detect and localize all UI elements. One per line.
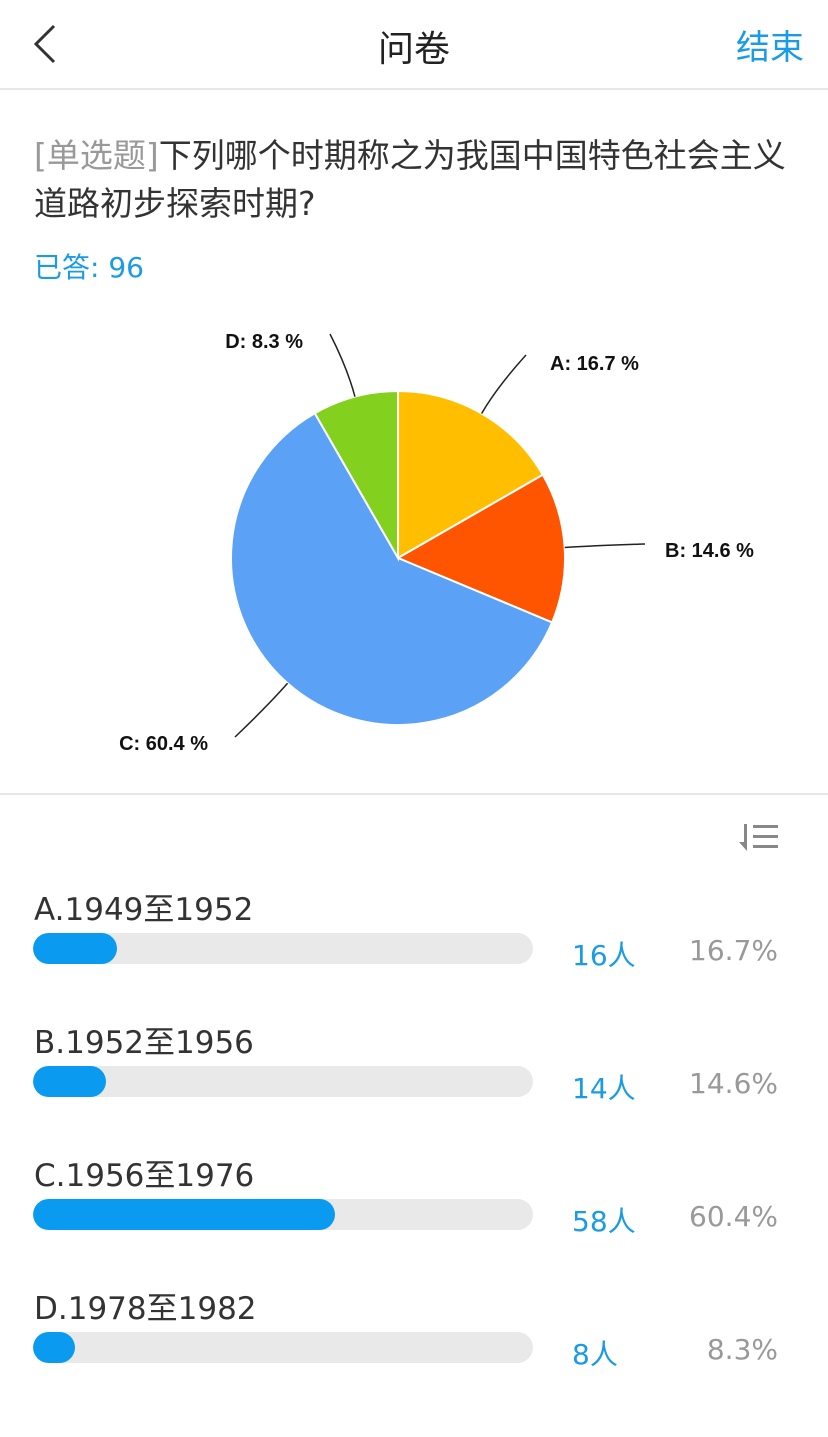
option-row: B.1952至1956 14人 14.6% [0, 1017, 828, 1137]
end-button[interactable]: 结束 [736, 28, 804, 68]
option-percent: 8.3% [706, 1333, 778, 1366]
pie-label: B: 14.6 % [665, 540, 754, 562]
pie-leader-line [481, 354, 527, 414]
pie-label: C: 60.4 % [119, 733, 208, 755]
pie-chart: A: 16.7 % B: 14.6 % C: 60.4 % D: 8.3 % [119, 331, 754, 755]
option-percent: 16.7% [689, 934, 778, 967]
sort-list-icon[interactable] [738, 822, 780, 852]
answered-count: 已答: 96 [34, 251, 144, 284]
nav-bar: 问卷 结束 [0, 0, 828, 90]
progress-track [33, 933, 533, 964]
chevron-left-icon[interactable] [30, 22, 70, 66]
pie-label: D: 8.3 % [225, 331, 303, 353]
pie-label: A: 16.7 % [550, 353, 639, 375]
progress-fill [33, 1199, 335, 1230]
question-title: 下列哪个时期称之为我国中国特色社会主义道路初步探索时期? [34, 136, 786, 223]
option-row: C.1956至1976 58人 60.4% [0, 1150, 828, 1270]
pie-leader-line [329, 333, 356, 397]
page-title: 问卷 [377, 29, 450, 70]
option-row: A.1949至1952 16人 16.7% [0, 884, 828, 1004]
option-percent: 60.4% [689, 1200, 778, 1233]
progress-track [33, 1332, 533, 1363]
pie-slice [397, 389, 545, 560]
option-row: D.1978至1982 8人 8.3% [0, 1283, 828, 1403]
option-count: 8人 [572, 1338, 618, 1371]
option-count: 16人 [572, 939, 636, 972]
option-label: D.1978至1982 [34, 1291, 257, 1327]
progress-fill [33, 1066, 106, 1097]
option-count: 58人 [572, 1205, 636, 1238]
progress-track [33, 1199, 533, 1230]
pie-leader-line [564, 543, 646, 549]
question-text: [单选题]下列哪个时期称之为我国中国特色社会主义道路初步探索时期? [34, 132, 804, 228]
option-label: A.1949至1952 [34, 892, 254, 928]
option-percent: 14.6% [689, 1067, 778, 1100]
divider [0, 793, 828, 795]
pie-slice [313, 389, 399, 562]
pie-slice [230, 411, 554, 726]
question-type-tag: [单选题] [34, 136, 159, 175]
pie-leader-line [234, 682, 289, 738]
progress-track [33, 1066, 533, 1097]
option-label: C.1956至1976 [34, 1158, 255, 1194]
progress-fill [33, 1332, 75, 1363]
pie-slice [395, 473, 566, 624]
option-label: B.1952至1956 [34, 1025, 254, 1061]
progress-fill [33, 933, 117, 964]
option-count: 14人 [572, 1072, 636, 1105]
